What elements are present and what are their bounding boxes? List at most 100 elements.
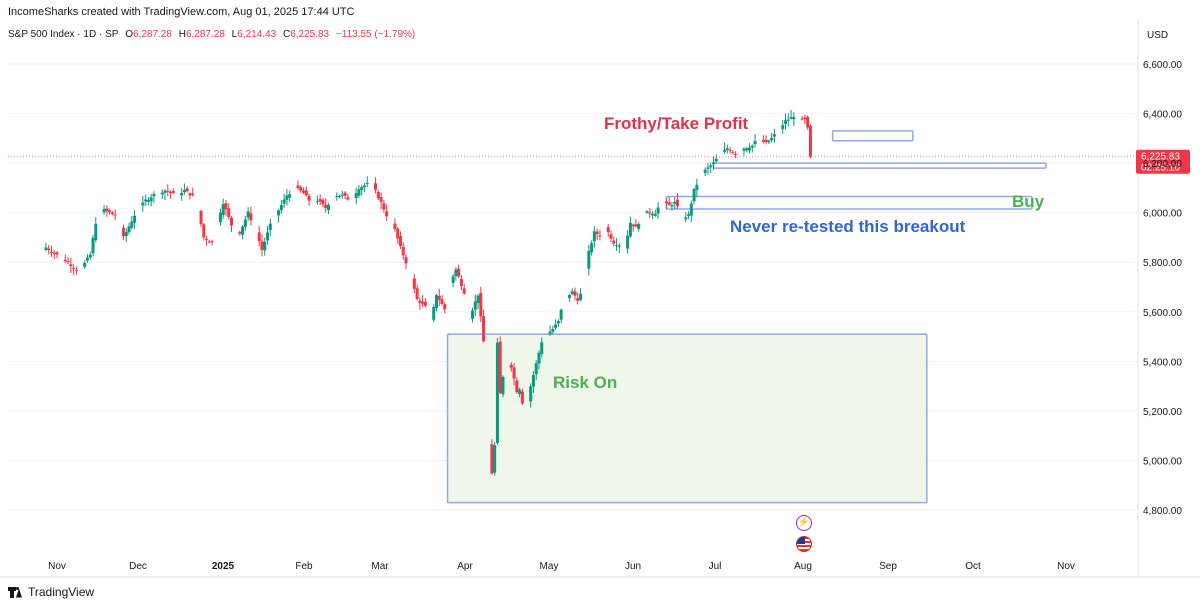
candle[interactable] [764, 139, 768, 143]
candle[interactable] [185, 188, 189, 192]
candle[interactable] [69, 264, 73, 267]
candle[interactable] [396, 228, 400, 239]
candle[interactable] [404, 257, 408, 264]
candle[interactable] [340, 194, 344, 196]
risk-on-zone[interactable] [446, 333, 928, 504]
candle[interactable] [141, 202, 145, 206]
candle[interactable] [321, 199, 325, 205]
candle[interactable] [748, 147, 751, 151]
candle[interactable] [423, 301, 427, 306]
candle[interactable] [113, 214, 117, 216]
candle[interactable] [412, 278, 416, 289]
candle[interactable] [534, 363, 538, 375]
candle[interactable] [357, 189, 361, 196]
candle[interactable] [202, 224, 206, 238]
candle[interactable] [728, 150, 732, 152]
candle[interactable] [551, 329, 555, 332]
candle[interactable] [182, 189, 186, 193]
candle[interactable] [243, 219, 247, 227]
candle[interactable] [105, 208, 109, 212]
candle[interactable] [207, 241, 211, 243]
candle[interactable] [152, 193, 156, 197]
candle[interactable] [515, 380, 519, 393]
candle[interactable] [166, 190, 170, 192]
candle[interactable] [664, 201, 668, 204]
candle[interactable] [160, 192, 164, 195]
candle[interactable] [745, 148, 749, 151]
candle[interactable] [108, 210, 112, 213]
us-flag-event-icon[interactable] [796, 536, 812, 552]
candle[interactable] [360, 187, 364, 191]
candle[interactable] [792, 117, 796, 120]
candle[interactable] [124, 231, 128, 237]
candle[interactable] [684, 217, 688, 220]
candle[interactable] [493, 445, 497, 473]
candle[interactable] [714, 158, 718, 162]
candle[interactable] [554, 324, 558, 328]
candle[interactable] [221, 204, 225, 216]
candle[interactable] [617, 245, 621, 247]
candle[interactable] [437, 295, 441, 300]
candle[interactable] [88, 254, 92, 258]
symbol-label[interactable]: S&P 500 Index · 1D · SP [8, 29, 119, 40]
candle[interactable] [146, 199, 150, 202]
candle[interactable] [518, 389, 522, 395]
annotation-label[interactable]: Buy [1012, 192, 1045, 211]
candle[interactable] [761, 139, 765, 142]
candle[interactable] [531, 375, 535, 387]
candle[interactable] [299, 187, 303, 191]
candle[interactable] [548, 331, 552, 335]
candle[interactable] [227, 208, 231, 217]
candle[interactable] [110, 212, 114, 215]
candle[interactable] [598, 235, 602, 237]
support-zone[interactable] [712, 162, 1047, 169]
candle[interactable] [130, 221, 134, 228]
candle[interactable] [241, 226, 245, 235]
candle[interactable] [393, 223, 397, 230]
candle[interactable] [520, 391, 524, 404]
candle[interactable] [266, 232, 270, 241]
candle[interactable] [379, 197, 383, 203]
candle[interactable] [471, 310, 474, 319]
candle[interactable] [343, 192, 347, 196]
candle[interactable] [354, 193, 358, 198]
candle[interactable] [490, 444, 494, 474]
candle[interactable] [338, 195, 342, 197]
candle[interactable] [180, 193, 184, 196]
candle[interactable] [786, 119, 790, 121]
candle[interactable] [315, 201, 319, 203]
candle[interactable] [263, 241, 267, 251]
candle[interactable] [637, 224, 641, 229]
candle[interactable] [335, 196, 339, 198]
last-price-badge[interactable] [1136, 149, 1190, 174]
lightning-event-icon[interactable]: ⚡ [796, 515, 812, 531]
candle[interactable] [85, 257, 89, 261]
candle[interactable] [789, 117, 793, 119]
candle[interactable] [52, 252, 56, 254]
candle[interactable] [626, 235, 630, 249]
candle[interactable] [806, 116, 810, 128]
candle[interactable] [501, 376, 505, 395]
candle[interactable] [595, 231, 599, 234]
candle[interactable] [628, 222, 632, 237]
candle[interactable] [587, 250, 591, 269]
candle[interactable] [385, 211, 389, 217]
candle[interactable] [72, 267, 76, 269]
candle[interactable] [307, 195, 311, 201]
candle[interactable] [346, 197, 350, 200]
candle[interactable] [94, 223, 98, 240]
candle[interactable] [770, 137, 774, 141]
candle[interactable] [432, 306, 436, 320]
candle[interactable] [230, 217, 234, 226]
candle[interactable] [651, 213, 655, 216]
candle[interactable] [296, 185, 300, 189]
candle[interactable] [784, 120, 788, 124]
candle[interactable] [169, 191, 173, 193]
candle[interactable] [529, 386, 533, 402]
candle[interactable] [285, 195, 289, 200]
candle[interactable] [279, 205, 283, 211]
candle[interactable] [703, 169, 707, 173]
candle[interactable] [750, 145, 754, 148]
candle[interactable] [398, 236, 402, 246]
